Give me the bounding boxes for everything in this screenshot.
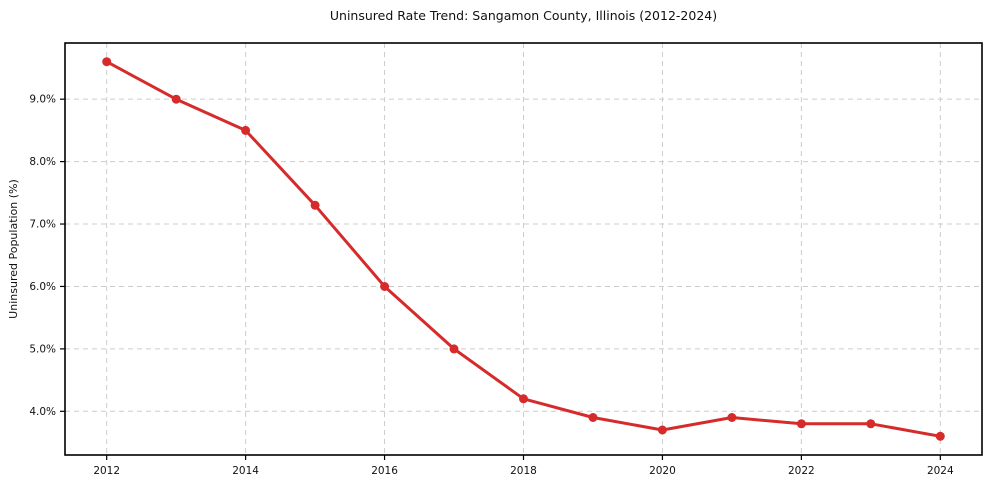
data-point-marker [657, 425, 667, 435]
data-point-marker [171, 94, 181, 104]
data-point-marker [241, 125, 251, 135]
data-point-marker [935, 431, 945, 441]
y-tick-label: 9.0% [29, 94, 56, 106]
y-tick-label: 6.0% [29, 281, 56, 293]
data-point-marker [588, 413, 598, 422]
data-point-marker [310, 200, 320, 210]
data-point-marker [796, 419, 806, 429]
x-tick-label: 2012 [93, 465, 120, 477]
x-tick-label: 2024 [927, 465, 954, 477]
data-point-marker [102, 57, 112, 67]
data-point-marker [519, 394, 528, 404]
chart-title: Uninsured Rate Trend: Sangamon County, I… [329, 8, 718, 23]
y-tick-label: 8.0% [29, 156, 56, 168]
data-point-marker [866, 419, 876, 429]
y-tick-label: 7.0% [29, 219, 56, 231]
data-point-marker [449, 344, 459, 354]
axes-frame [64, 42, 983, 456]
x-tick-label: 2020 [649, 465, 676, 477]
x-tick-label: 2022 [788, 465, 815, 477]
y-tick-label: 5.0% [29, 343, 56, 355]
data-point-marker [380, 282, 390, 291]
y-tick-label: 4.0% [29, 406, 56, 418]
data-point-marker [727, 413, 737, 422]
x-tick-label: 2016 [371, 465, 398, 477]
x-tick-label: 2014 [232, 465, 259, 477]
x-tick-label: 2018 [510, 465, 537, 477]
